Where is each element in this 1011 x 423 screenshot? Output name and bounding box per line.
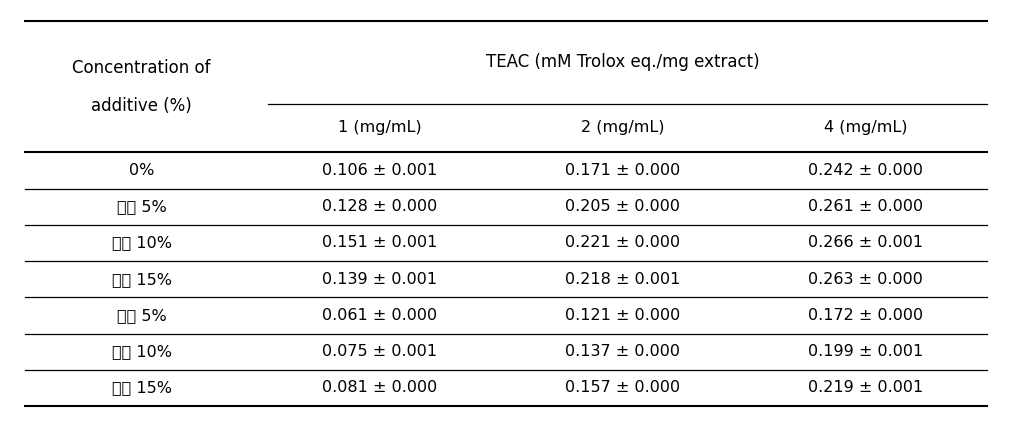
- Text: 0.219 ± 0.001: 0.219 ± 0.001: [807, 380, 922, 396]
- Text: 쌌거 10%: 쌌거 10%: [111, 236, 172, 250]
- Text: 0.261 ± 0.000: 0.261 ± 0.000: [807, 199, 922, 214]
- Text: 0.263 ± 0.000: 0.263 ± 0.000: [807, 272, 922, 287]
- Text: 1 (mg/mL): 1 (mg/mL): [338, 121, 421, 135]
- Text: 0.128 ± 0.000: 0.128 ± 0.000: [321, 199, 437, 214]
- Text: 0.221 ± 0.000: 0.221 ± 0.000: [564, 236, 679, 250]
- Text: TEAC (mM Trolox eq./mg extract): TEAC (mM Trolox eq./mg extract): [485, 53, 758, 71]
- Text: 0.205 ± 0.000: 0.205 ± 0.000: [564, 199, 679, 214]
- Text: 4 (mg/mL): 4 (mg/mL): [823, 121, 906, 135]
- Text: 0.199 ± 0.001: 0.199 ± 0.001: [807, 344, 922, 359]
- Text: 0.075 ± 0.001: 0.075 ± 0.001: [321, 344, 437, 359]
- Text: 0%: 0%: [128, 163, 155, 178]
- Text: 쌌거 5%: 쌌거 5%: [116, 199, 167, 214]
- Text: 0.266 ± 0.001: 0.266 ± 0.001: [807, 236, 922, 250]
- Text: 0.172 ± 0.000: 0.172 ± 0.000: [807, 308, 922, 323]
- Text: 0.242 ± 0.000: 0.242 ± 0.000: [807, 163, 922, 178]
- Text: 0.106 ± 0.001: 0.106 ± 0.001: [321, 163, 437, 178]
- Text: 0.081 ± 0.000: 0.081 ± 0.000: [321, 380, 437, 396]
- Text: 2 (mg/mL): 2 (mg/mL): [580, 121, 663, 135]
- Text: 쌌거 15%: 쌌거 15%: [111, 272, 172, 287]
- Text: 0.061 ± 0.000: 0.061 ± 0.000: [321, 308, 437, 323]
- Text: 현미 5%: 현미 5%: [116, 308, 167, 323]
- Text: 0.137 ± 0.000: 0.137 ± 0.000: [564, 344, 679, 359]
- Text: 0.218 ± 0.001: 0.218 ± 0.001: [564, 272, 679, 287]
- Text: 0.157 ± 0.000: 0.157 ± 0.000: [564, 380, 679, 396]
- Text: 0.121 ± 0.000: 0.121 ± 0.000: [564, 308, 679, 323]
- Text: additive (%): additive (%): [91, 97, 192, 115]
- Text: 0.139 ± 0.001: 0.139 ± 0.001: [321, 272, 437, 287]
- Text: Concentration of: Concentration of: [73, 59, 210, 77]
- Text: 현미 10%: 현미 10%: [111, 344, 172, 359]
- Text: 현미 15%: 현미 15%: [111, 380, 172, 396]
- Text: 0.171 ± 0.000: 0.171 ± 0.000: [564, 163, 679, 178]
- Text: 0.151 ± 0.001: 0.151 ± 0.001: [321, 236, 437, 250]
